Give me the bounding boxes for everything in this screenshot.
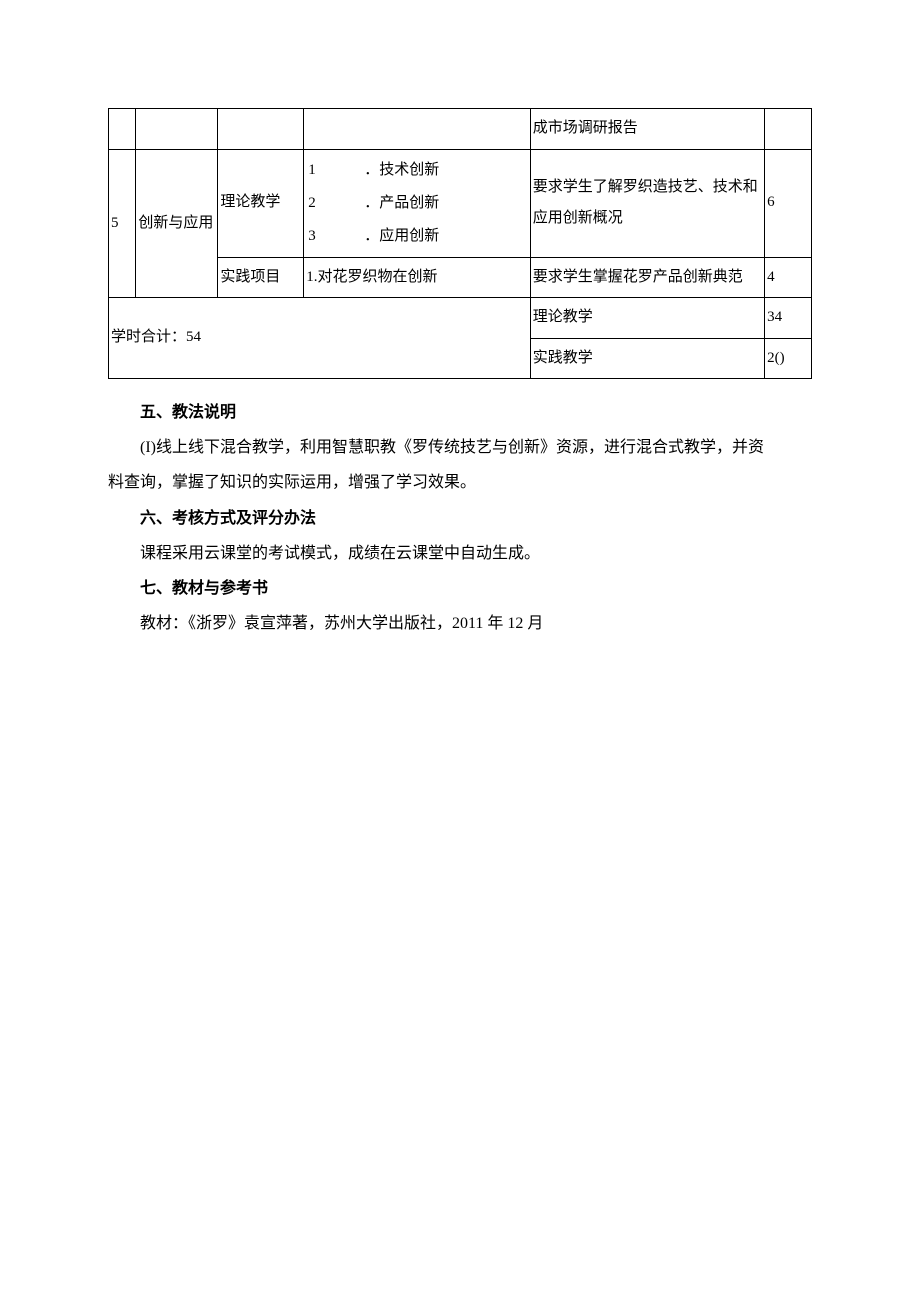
cell-type: 理论教学 xyxy=(218,149,304,257)
section-heading-6: 六、考核方式及评分办法 xyxy=(108,501,812,536)
cell-content: 1.对花罗织物在创新 xyxy=(304,257,531,298)
cell-hours: 4 xyxy=(765,257,812,298)
cell-module: 创新与应用 xyxy=(136,149,218,298)
cell-index: 5 xyxy=(109,149,136,298)
cell-empty xyxy=(218,109,304,150)
list-num: 1 xyxy=(306,154,364,187)
cell-hours: 6 xyxy=(765,149,812,257)
cell-empty xyxy=(304,109,531,150)
cell-empty xyxy=(765,109,812,150)
cell-type: 实践项目 xyxy=(218,257,304,298)
page: 成市场调研报告 5 创新与应用 理论教学 1 ．技术创新 2 ．产品创新 xyxy=(0,0,920,641)
table-row: 5 创新与应用 理论教学 1 ．技术创新 2 ．产品创新 3 ．应用创新 xyxy=(109,149,812,257)
list-text: ．产品创新 xyxy=(364,187,439,220)
cell-theory-hours: 34 xyxy=(765,298,812,339)
list-num: 2 xyxy=(306,187,364,220)
course-table: 成市场调研报告 5 创新与应用 理论教学 1 ．技术创新 2 ．产品创新 xyxy=(108,108,812,379)
cell-empty xyxy=(136,109,218,150)
list-text: ．应用创新 xyxy=(364,220,439,253)
cell-practice-hours: 2() xyxy=(765,338,812,379)
paragraph: 课程采用云课堂的考试模式，成绩在云课堂中自动生成。 xyxy=(108,536,812,571)
cell-requirement: 要求学生了解罗织造技艺、技术和应用创新概况 xyxy=(530,149,764,257)
cell-theory-label: 理论教学 xyxy=(530,298,764,339)
paragraph: 教材：《浙罗》袁宣萍著，苏州大学出版社，2011 年 12 月 xyxy=(108,606,812,641)
cell-content: 1 ．技术创新 2 ．产品创新 3 ．应用创新 xyxy=(304,149,531,257)
body-text: 五、教法说明 (I)线上线下混合教学，利用智慧职教《罗传统技艺与创新》资源，进行… xyxy=(108,395,812,641)
section-heading-7: 七、教材与参考书 xyxy=(108,571,812,606)
cell-total-label: 学时合计：54 xyxy=(109,298,531,379)
cell-empty xyxy=(109,109,136,150)
cell-practice-label: 实践教学 xyxy=(530,338,764,379)
paragraph: 料查询，掌握了知识的实际运用，增强了学习效果。 xyxy=(108,465,812,500)
paragraph: (I)线上线下混合教学，利用智慧职教《罗传统技艺与创新》资源，进行混合式教学，并… xyxy=(108,430,812,465)
list-num: 3 xyxy=(306,220,364,253)
table-row-total: 学时合计：54 理论教学 34 xyxy=(109,298,812,339)
section-heading-5: 五、教法说明 xyxy=(108,395,812,430)
cell-requirement: 成市场调研报告 xyxy=(530,109,764,150)
cell-requirement: 要求学生掌握花罗产品创新典范 xyxy=(530,257,764,298)
table-row: 成市场调研报告 xyxy=(109,109,812,150)
list-text: ．技术创新 xyxy=(364,154,439,187)
